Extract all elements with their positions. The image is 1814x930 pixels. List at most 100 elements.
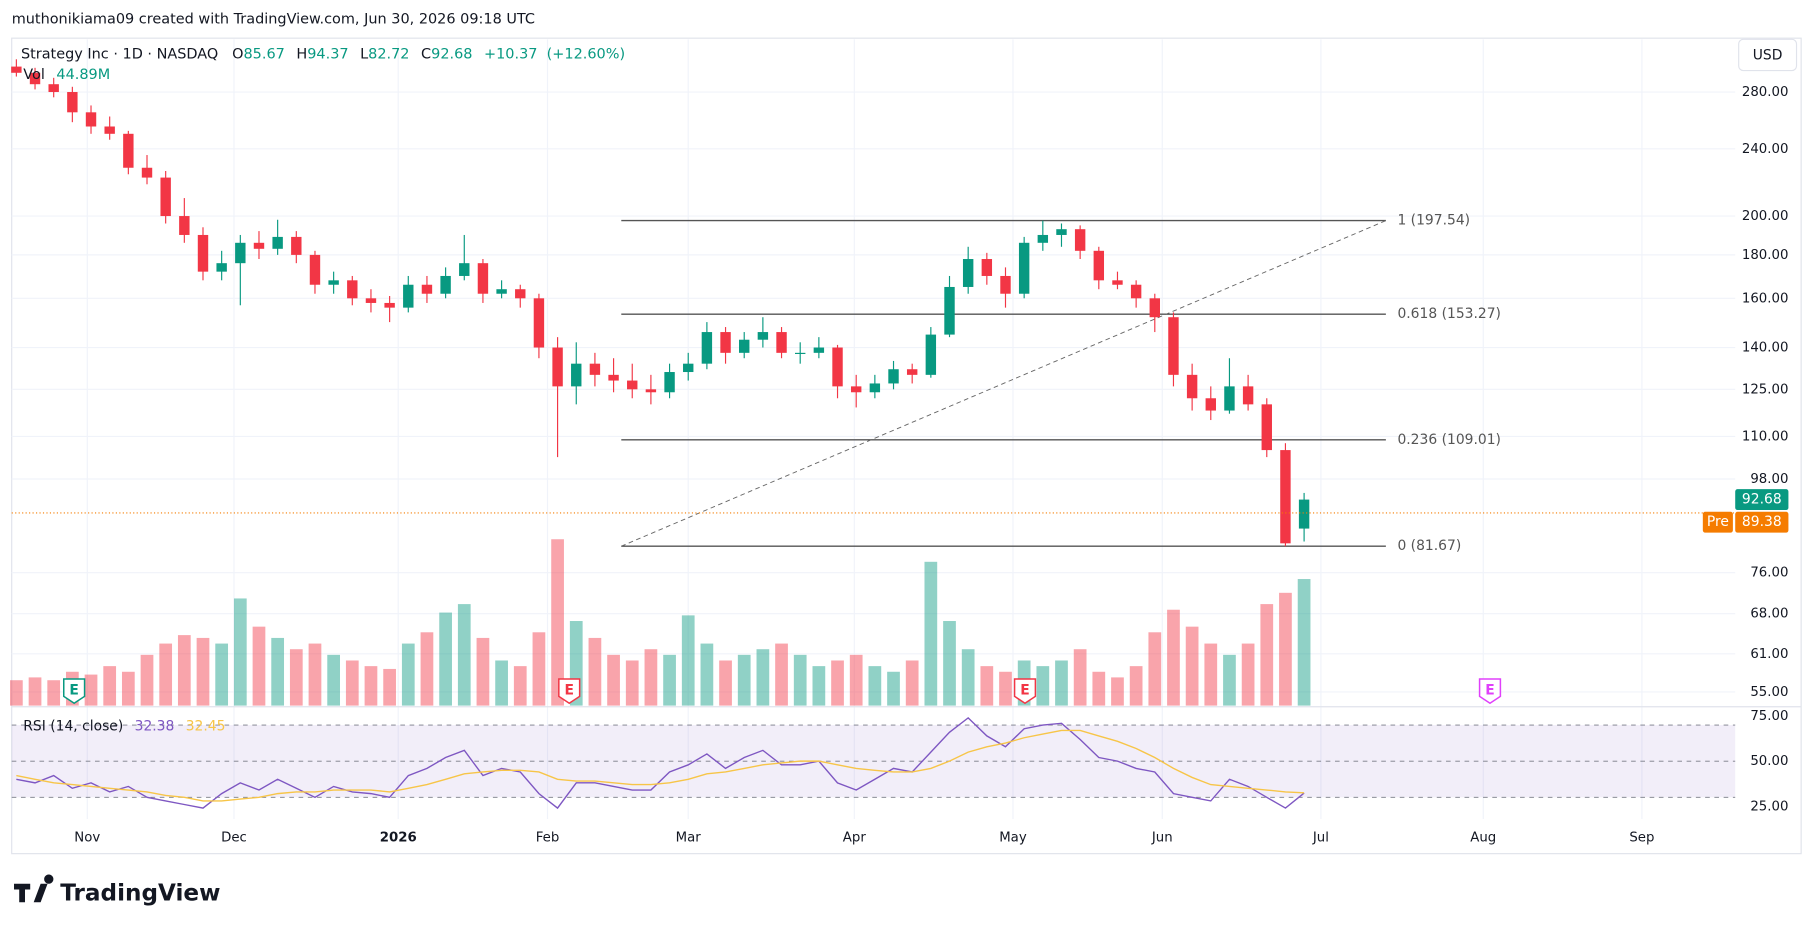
volume-bar xyxy=(681,615,695,706)
fib-level-label: 0.618 (153.27) xyxy=(1397,306,1501,322)
candle-body xyxy=(1186,374,1198,399)
volume-bar xyxy=(793,654,807,706)
volume-bar xyxy=(961,649,975,706)
candle-body xyxy=(1074,229,1086,251)
volume-bar xyxy=(756,649,770,706)
candle-body xyxy=(477,263,489,294)
x-tick-label: Aug xyxy=(1470,830,1496,845)
fib-layer: 1 (197.54) 0.618 (153.27) 0.236 (109.01) 0 … xyxy=(621,213,1501,554)
volume-bar xyxy=(1185,626,1199,706)
candle-body xyxy=(496,289,507,294)
rsi-tick-label: 50.00 xyxy=(1750,754,1788,769)
premarket-badge xyxy=(1735,511,1789,533)
candle-body xyxy=(608,374,619,381)
candle-body xyxy=(794,352,806,354)
earnings-marker[interactable] xyxy=(1478,678,1502,705)
candle-body xyxy=(683,363,694,373)
fib-level-label: 0 (81.67) xyxy=(1397,538,1461,554)
x-tick-label: Jul xyxy=(1312,830,1329,845)
legend-open: 85.67 xyxy=(244,46,285,62)
candle-body xyxy=(104,126,115,134)
candle-body xyxy=(571,363,582,387)
earnings-marker[interactable] xyxy=(558,678,581,705)
volume-bar xyxy=(1055,660,1068,706)
candle-body xyxy=(1112,280,1123,285)
candle-body xyxy=(1280,450,1291,544)
overlay-layer: 92.68 Pre 89.38 E E E E xyxy=(11,489,1789,705)
candle-body xyxy=(1018,242,1030,294)
y-tick-label: 68.00 xyxy=(1750,607,1788,622)
volume-bar xyxy=(457,604,471,706)
volume-bar xyxy=(1204,643,1218,706)
candles-layer xyxy=(11,59,1310,547)
candle-body xyxy=(216,263,227,272)
candle-body xyxy=(365,298,377,303)
y-tick-label: 55.00 xyxy=(1750,685,1788,700)
rsi-name: RSI (14, close) xyxy=(23,718,123,734)
candle-body xyxy=(1168,317,1179,375)
earnings-label: E xyxy=(69,683,78,699)
volume-bar xyxy=(121,671,135,706)
volume-bar xyxy=(84,674,98,706)
candle-body xyxy=(67,92,78,113)
candle-body xyxy=(944,286,955,335)
candle-body xyxy=(515,289,526,299)
y-tick-label: 180.00 xyxy=(1742,248,1789,263)
currency-label: USD xyxy=(1753,48,1783,64)
candle-body xyxy=(179,216,190,235)
candle-body xyxy=(813,347,825,353)
volume-bar xyxy=(233,598,247,706)
volume-bar xyxy=(345,660,359,706)
volume-bar xyxy=(700,643,714,706)
volume-bar xyxy=(159,643,173,706)
volume-bar xyxy=(28,677,42,706)
volume-layer xyxy=(10,539,1311,706)
legend-close: 92.68 xyxy=(431,46,472,62)
volume-bar xyxy=(196,637,210,706)
volume-bar xyxy=(476,637,490,706)
earnings-label: E xyxy=(1020,683,1029,699)
last-price-badge xyxy=(1735,489,1789,510)
currency-button[interactable] xyxy=(1738,38,1798,72)
volume-bar xyxy=(1297,579,1311,706)
candle-body xyxy=(627,380,638,390)
candle-body xyxy=(1130,284,1142,299)
premarket-tag-bg xyxy=(1702,511,1733,533)
candle-body xyxy=(645,389,657,393)
volume-bar xyxy=(10,680,23,706)
candle-body xyxy=(850,386,862,393)
volume-bar xyxy=(271,637,285,706)
grid-layer: 280.00 240.00 200.00 180.00 160.00 140.00 125.… xyxy=(11,39,1802,845)
candle-body xyxy=(888,369,899,384)
candle-body xyxy=(347,280,358,299)
earnings-marker[interactable] xyxy=(63,678,86,705)
volume-bar xyxy=(1129,666,1143,706)
volume-bar xyxy=(495,660,508,706)
volume-bar xyxy=(719,660,732,706)
volume-bar xyxy=(252,626,266,706)
y-tick-label: 240.00 xyxy=(1742,142,1789,157)
volume-bar xyxy=(588,637,602,706)
candle-body xyxy=(1093,250,1105,281)
volume-bar xyxy=(420,632,434,706)
candle-body xyxy=(776,332,787,353)
candle-body xyxy=(403,284,414,308)
volume-bar xyxy=(1073,649,1087,706)
candle-body xyxy=(1205,398,1216,411)
volume-name: Vol xyxy=(23,67,45,83)
candle-body xyxy=(701,332,713,364)
volume-bar xyxy=(625,660,639,706)
volume-bar xyxy=(47,680,61,706)
volume-bar xyxy=(849,654,863,706)
rsi-tick-label: 25.00 xyxy=(1750,799,1788,814)
earnings-marker[interactable] xyxy=(1013,678,1037,705)
premarket-value: 89.38 xyxy=(1742,514,1782,530)
brand-icon xyxy=(14,874,54,903)
x-tick-label: Nov xyxy=(74,830,100,845)
candle-body xyxy=(11,66,22,73)
x-tick-label: Feb xyxy=(536,830,560,845)
legend-symbol: Strategy Inc · 1D · NASDAQ xyxy=(21,46,218,62)
x-tick-label: Apr xyxy=(843,830,867,845)
